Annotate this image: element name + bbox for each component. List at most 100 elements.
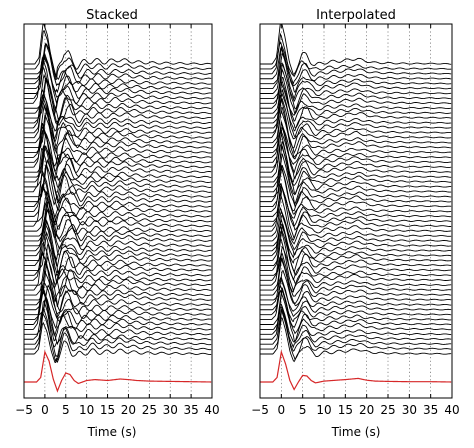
x-tick-label-7: 30 <box>402 403 417 417</box>
trace-line-19 <box>260 127 452 165</box>
trace-line-34 <box>24 202 212 240</box>
trace-line-33 <box>260 183 452 240</box>
trace-line-27 <box>24 158 212 204</box>
trace-line-4 <box>260 52 452 94</box>
trace-line-21 <box>260 126 452 180</box>
trace-line-8 <box>260 68 452 115</box>
trace-line-59 <box>260 317 452 363</box>
axes-frame <box>23 23 213 399</box>
trace-line-19 <box>24 125 212 167</box>
summary-trace-line <box>260 349 452 391</box>
trace-line-1 <box>260 41 452 78</box>
x-tick-label-7: 30 <box>163 403 178 417</box>
trace-line-47 <box>24 260 212 307</box>
trace-line-2 <box>24 43 212 80</box>
trace-line-11 <box>24 77 212 126</box>
trace-line-13 <box>24 88 212 139</box>
trace-line-44 <box>24 253 212 289</box>
trace-line-35 <box>260 206 452 245</box>
trace-line-29 <box>24 169 212 219</box>
trace-line-43 <box>260 246 452 284</box>
trace-line-31 <box>24 186 212 226</box>
trace-line-10 <box>24 73 212 126</box>
trace-line-52 <box>260 289 452 329</box>
trace-line-10 <box>260 80 452 122</box>
x-tick-label-2: 5 <box>299 403 307 417</box>
trace-line-14 <box>24 99 212 144</box>
x-tick-label-5: 20 <box>359 403 374 417</box>
trace-line-17 <box>24 107 212 165</box>
trace-line-32 <box>24 190 212 230</box>
trace-line-28 <box>260 162 452 212</box>
trace-line-50 <box>24 282 212 320</box>
stacked-title: Stacked <box>86 8 138 23</box>
trace-line-58 <box>260 306 452 361</box>
trace-line-28 <box>24 164 212 212</box>
trace-line-11 <box>260 76 452 129</box>
x-tick-label-4: 15 <box>338 403 353 417</box>
trace-line-9 <box>24 77 212 120</box>
trace-line-35 <box>24 200 212 242</box>
trace-line-58 <box>24 307 212 363</box>
trace-line-59 <box>24 321 212 364</box>
trace-line-7 <box>260 63 452 110</box>
x-tick-label-0: −5 <box>251 403 269 417</box>
trace-line-23 <box>24 146 212 189</box>
stacked-x-axis-label: Time (s) <box>87 425 137 439</box>
trace-line-1 <box>24 29 212 81</box>
trace-line-22 <box>260 129 452 183</box>
trace-line-46 <box>260 252 452 297</box>
trace-line-53 <box>260 287 452 335</box>
x-tick-label-6: 25 <box>380 403 395 417</box>
trace-line-14 <box>260 98 452 140</box>
x-tick-label-1: 0 <box>278 403 286 417</box>
trace-line-20 <box>260 121 452 174</box>
trace-line-8 <box>24 61 212 117</box>
trace-line-49 <box>260 277 452 312</box>
x-tick-label-1: 0 <box>41 403 49 417</box>
trace-line-7 <box>24 57 212 112</box>
trace-line-39 <box>260 224 452 264</box>
trace-line-57 <box>24 299 212 358</box>
trace-line-29 <box>260 166 452 215</box>
trace-line-56 <box>24 311 212 348</box>
trace-line-32 <box>260 187 452 231</box>
trace-line-30 <box>260 182 452 219</box>
trace-line-25 <box>260 145 452 196</box>
interpolated-x-axis-label: Time (s) <box>331 425 381 439</box>
trace-line-0 <box>260 24 452 75</box>
trace-line-37 <box>260 214 452 256</box>
trace-line-12 <box>260 92 452 132</box>
x-tick-label-8: 35 <box>423 403 438 417</box>
trace-line-16 <box>260 108 452 155</box>
trace-line-5 <box>24 55 212 98</box>
interpolated-panel: Interpolated Time (s) −5 0 5 10 15 20 25 30 35 40 <box>251 8 459 439</box>
stacked-panel: Stacked Time (s) −5 0 5 10 15 20 25 30 35 40 <box>15 8 219 439</box>
trace-line-47 <box>260 257 452 305</box>
trace-line-22 <box>24 131 212 182</box>
axes-frame <box>259 23 453 399</box>
x-tick-label-3: 10 <box>79 403 94 417</box>
trace-line-9 <box>260 79 452 116</box>
trace-line-24 <box>260 140 452 196</box>
trace-line-3 <box>260 45 452 87</box>
trace-line-18 <box>24 114 212 168</box>
trace-line-48 <box>24 256 212 313</box>
trace-line-18 <box>260 123 452 159</box>
x-tick-label-4: 15 <box>100 403 115 417</box>
trace-line-13 <box>260 89 452 139</box>
trace-line-56 <box>260 306 452 349</box>
trace-line-46 <box>24 251 212 303</box>
x-tick-label-5: 20 <box>121 403 136 417</box>
trace-line-39 <box>24 215 212 268</box>
trace-line-34 <box>260 191 452 241</box>
trace-line-45 <box>24 242 212 298</box>
trace-line-17 <box>260 106 452 160</box>
trace-line-51 <box>24 284 212 323</box>
trace-line-50 <box>260 275 452 318</box>
trace-line-52 <box>24 289 212 330</box>
trace-line-42 <box>24 230 212 280</box>
trace-line-41 <box>260 224 452 276</box>
trace-line-55 <box>260 303 452 343</box>
trace-line-57 <box>260 309 452 352</box>
